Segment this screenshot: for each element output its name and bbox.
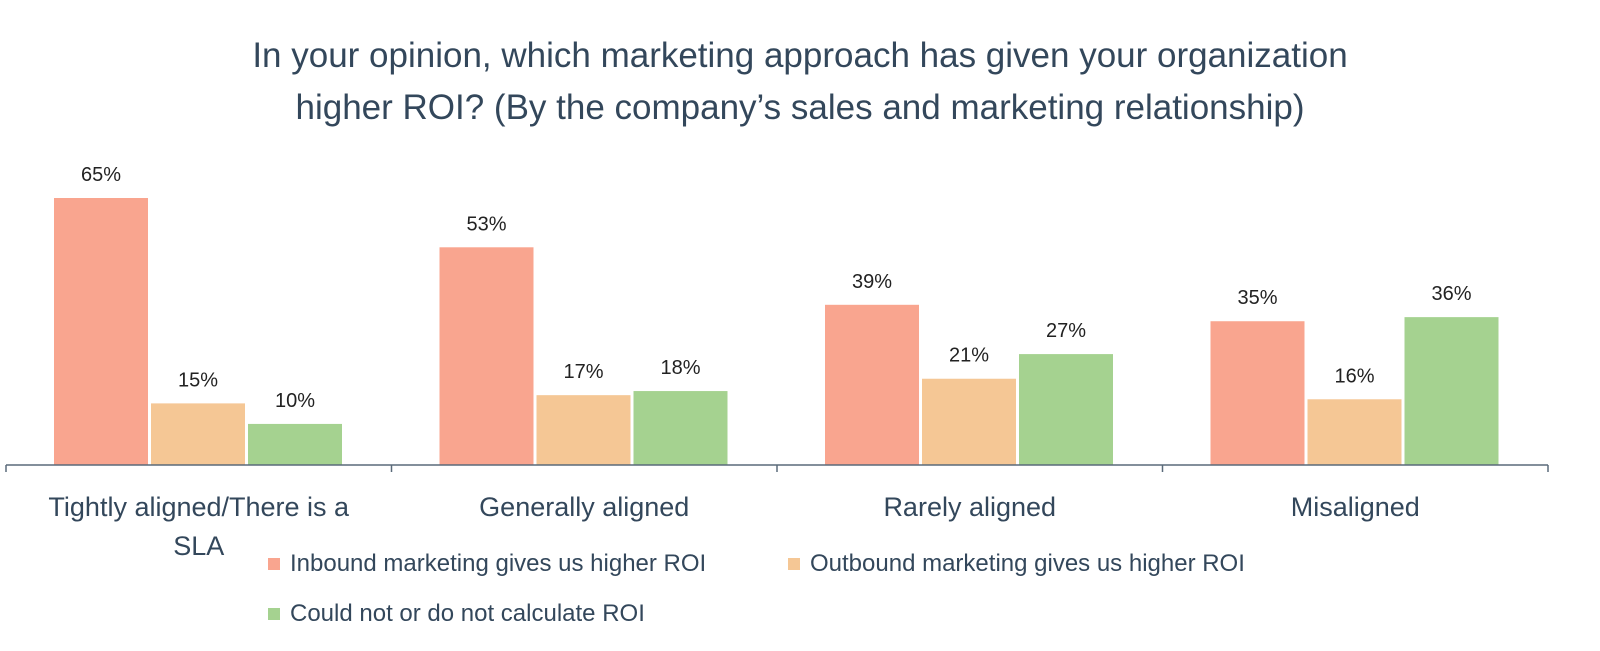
bar-outbound-marketing-gives-us-higher-roi-misaligned [1307,399,1402,465]
data-label-outbound-marketing-gives-us-higher-roi-generally-aligned: 17% [563,361,603,383]
bar-could-not-or-do-not-calculate-roi-generally-aligned [633,391,728,465]
bar-outbound-marketing-gives-us-higher-roi-tightly-aligned-there-is-a-sla [151,403,245,465]
data-label-outbound-marketing-gives-us-higher-roi-rarely-aligned: 21% [949,345,989,367]
category-label-generally-aligned: Generally aligned [479,492,689,522]
data-label-inbound-marketing-gives-us-higher-roi-tightly-aligned-there-is-a-sla: 65% [81,164,121,186]
bar-could-not-or-do-not-calculate-roi-misaligned [1404,317,1499,465]
data-label-could-not-or-do-not-calculate-roi-tightly-aligned-there-is-a-sla: 10% [275,390,315,412]
bar-inbound-marketing-gives-us-higher-roi-tightly-aligned-there-is-a-sla [54,198,148,465]
category-label-misaligned: Misaligned [1291,492,1420,522]
data-label-outbound-marketing-gives-us-higher-roi-misaligned: 16% [1334,365,1374,387]
bar-could-not-or-do-not-calculate-roi-tightly-aligned-there-is-a-sla [248,423,342,465]
data-label-could-not-or-do-not-calculate-roi-generally-aligned: 18% [660,357,700,379]
chart-title-line-2: higher ROI? (By the company’s sales and … [295,88,1305,127]
data-label-inbound-marketing-gives-us-higher-roi-misaligned: 35% [1237,287,1277,309]
bar-outbound-marketing-gives-us-higher-roi-generally-aligned [536,395,631,465]
bar-outbound-marketing-gives-us-higher-roi-rarely-aligned [922,378,1016,465]
data-label-inbound-marketing-gives-us-higher-roi-rarely-aligned: 39% [852,271,892,293]
data-label-could-not-or-do-not-calculate-roi-misaligned: 36% [1431,283,1471,305]
bar-inbound-marketing-gives-us-higher-roi-generally-aligned [439,247,534,465]
bar-inbound-marketing-gives-us-higher-roi-rarely-aligned [825,304,919,465]
data-label-outbound-marketing-gives-us-higher-roi-tightly-aligned-there-is-a-sla: 15% [178,369,218,391]
chart-title: In your opinion, which marketing approac… [0,30,1600,134]
bar-could-not-or-do-not-calculate-roi-rarely-aligned [1019,354,1113,465]
data-label-inbound-marketing-gives-us-higher-roi-generally-aligned: 53% [466,213,506,235]
chart-title-line-1: In your opinion, which marketing approac… [252,36,1348,75]
bar-inbound-marketing-gives-us-higher-roi-misaligned [1210,321,1305,465]
category-label-rarely-aligned: Rarely aligned [883,492,1056,522]
category-label-tightly-aligned-there-is-a-sla: Tightly aligned/There is a SLA [48,492,350,561]
data-label-could-not-or-do-not-calculate-roi-rarely-aligned: 27% [1046,320,1086,342]
